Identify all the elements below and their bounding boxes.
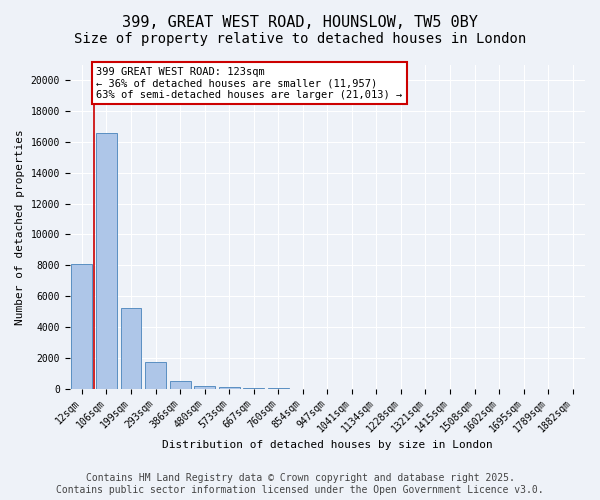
Bar [194,386,215,388]
Text: Size of property relative to detached houses in London: Size of property relative to detached ho… [74,32,526,46]
Bar [121,308,142,388]
Bar [96,133,117,388]
Text: 399, GREAT WEST ROAD, HOUNSLOW, TW5 0BY: 399, GREAT WEST ROAD, HOUNSLOW, TW5 0BY [122,15,478,30]
Bar [71,264,92,388]
Y-axis label: Number of detached properties: Number of detached properties [15,129,25,324]
Text: Contains HM Land Registry data © Crown copyright and database right 2025.
Contai: Contains HM Land Registry data © Crown c… [56,474,544,495]
Text: 399 GREAT WEST ROAD: 123sqm
← 36% of detached houses are smaller (11,957)
63% of: 399 GREAT WEST ROAD: 123sqm ← 36% of det… [96,66,403,100]
Bar [219,387,239,388]
Bar [170,381,191,388]
Bar [145,362,166,388]
X-axis label: Distribution of detached houses by size in London: Distribution of detached houses by size … [162,440,493,450]
